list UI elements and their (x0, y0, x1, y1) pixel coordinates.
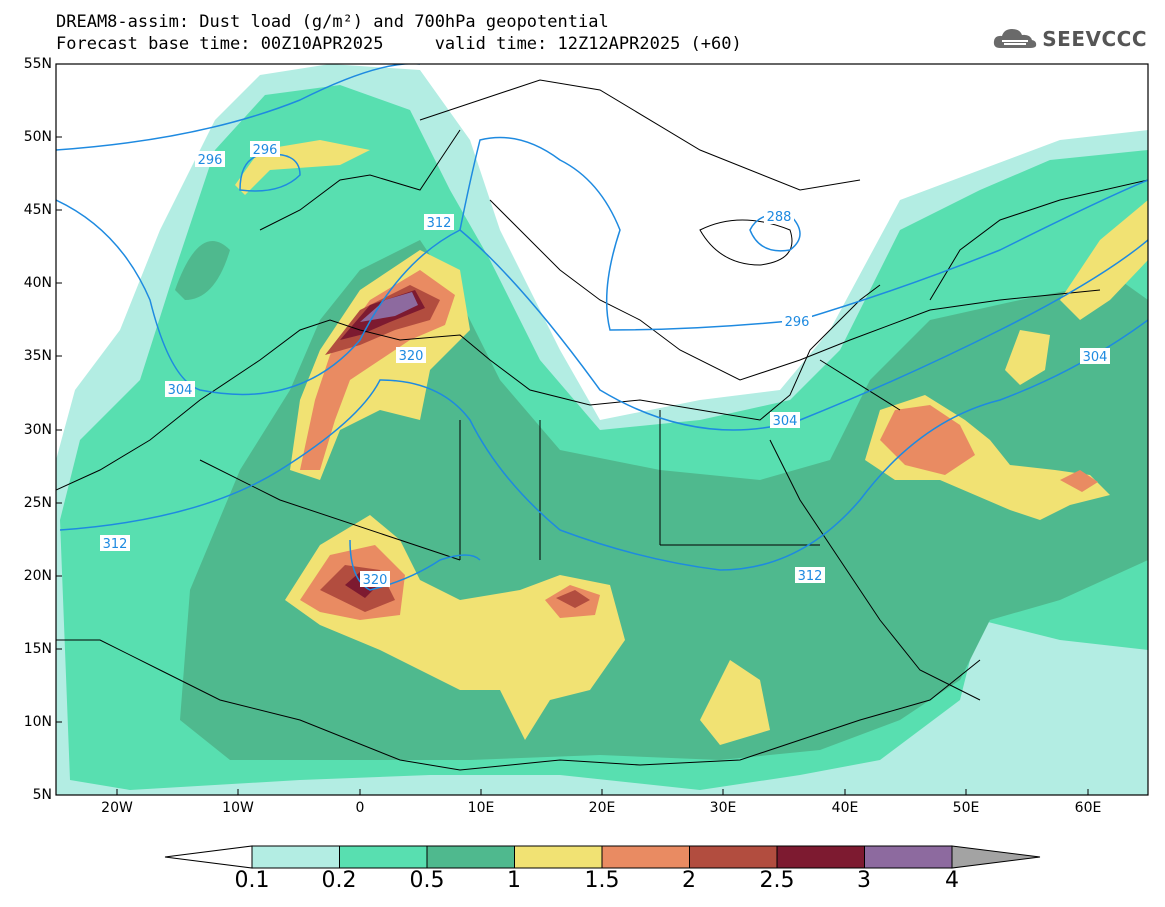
dust-level-1 (700, 660, 770, 745)
lon-label: 50E (952, 800, 980, 816)
contour-label: 296 (253, 143, 278, 158)
cloud-icon (994, 29, 1037, 48)
geopotential-contours (56, 64, 1148, 591)
colorbar-swatch (514, 845, 603, 869)
contour-label: 320 (399, 349, 424, 364)
colorbar-high-triangle (951, 845, 1041, 869)
lat-label: 40N (23, 275, 52, 291)
dust-level-1.5 (880, 405, 975, 475)
colorbar-swatch (426, 845, 515, 869)
contour-label: 312 (798, 569, 823, 584)
contour-label: 288 (767, 210, 792, 225)
lat-label: 5N (32, 787, 52, 803)
colorbar-label: 0.1 (234, 868, 270, 893)
contour-label: 304 (1083, 350, 1108, 365)
lon-label: 10E (467, 800, 495, 816)
coastlines (56, 79, 1148, 771)
contour-label: 296 (198, 153, 223, 168)
colorbar-label: 0.5 (409, 868, 445, 893)
seevccc-logo: SEEVCCC (992, 26, 1147, 52)
colorbar-swatch (601, 845, 690, 869)
lon-label: 0 (355, 800, 365, 816)
lat-label: 30N (23, 422, 52, 438)
colorbar-swatch (689, 845, 778, 869)
dust-level-0.5 (175, 241, 230, 300)
contour-label: 304 (773, 414, 798, 429)
lon-label: 20E (588, 800, 616, 816)
colorbar-swatch (339, 845, 428, 869)
dust-level-2 (556, 590, 590, 608)
colorbar-label: 2.5 (759, 868, 795, 893)
contour-label: 296 (785, 315, 810, 330)
dust-level-1.5 (1060, 470, 1098, 492)
colorbar-low-triangle (164, 845, 253, 869)
lon-label: 30E (709, 800, 737, 816)
axis-ticks (56, 63, 1089, 796)
lat-label: 25N (23, 495, 52, 511)
lat-label: 10N (23, 714, 52, 730)
colorbar-swatch (864, 845, 953, 869)
colorbar-label: 0.2 (321, 868, 357, 893)
map-title-line2: Forecast base time: 00Z10APR2025 valid t… (56, 34, 742, 54)
dust-level-1 (1005, 330, 1050, 385)
lat-label: 20N (23, 568, 52, 584)
lon-label: 60E (1074, 800, 1102, 816)
map-title-line1: DREAM8-assim: Dust load (g/m²) and 700hP… (56, 12, 609, 32)
dust-level-1 (1060, 200, 1148, 320)
colorbar-label: 4 (945, 868, 959, 893)
contour-label: 312 (427, 216, 452, 231)
colorbar-swatch (251, 845, 340, 869)
contour-labels: 296 296 288 312 296 304 320 304 320 312 … (100, 141, 1110, 588)
lat-label: 15N (23, 641, 52, 657)
colorbar-swatch (776, 845, 865, 869)
logo-text: SEEVCCC (1042, 27, 1147, 51)
lon-label: 10W (222, 800, 254, 816)
contour-label: 304 (168, 383, 193, 398)
lat-label: 35N (23, 348, 52, 364)
colorbar (164, 845, 1041, 869)
lon-label: 20W (101, 800, 133, 816)
colorbar-label: 3 (857, 868, 871, 893)
lat-label: 55N (23, 56, 52, 72)
contour-label: 312 (103, 537, 128, 552)
colorbar-label: 1.5 (584, 868, 620, 893)
lat-label: 50N (23, 129, 52, 145)
lon-label: 40E (831, 800, 859, 816)
lat-label: 45N (23, 202, 52, 218)
colorbar-label: 1 (507, 868, 521, 893)
contour-label: 320 (363, 573, 388, 588)
colorbar-label: 2 (682, 868, 696, 893)
